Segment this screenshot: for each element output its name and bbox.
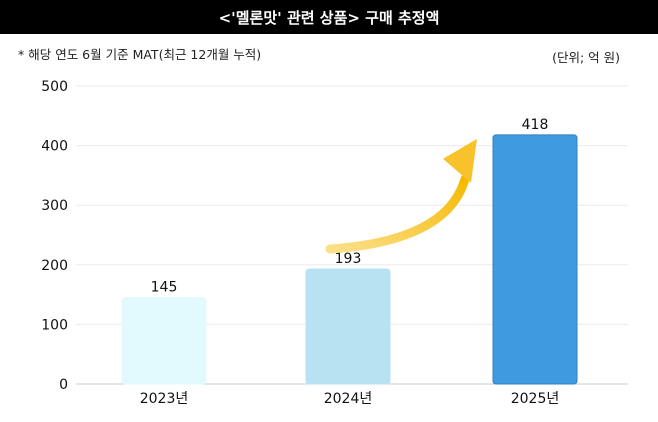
- y-tick-label: 100: [41, 317, 68, 333]
- chart-subtitle: * 해당 연도 6월 기준 MAT(최근 12개월 누적): [18, 47, 262, 62]
- data-label: 193: [335, 251, 362, 267]
- bar-2024년: [305, 268, 391, 385]
- bar-2023년: [121, 297, 207, 385]
- unit-note: (단위; 억 원): [552, 50, 620, 65]
- x-tick-label: 2025년: [511, 391, 560, 407]
- y-tick-label: 400: [41, 139, 68, 155]
- x-tick-label: 2023년: [140, 391, 189, 407]
- x-tick-label: 2024년: [324, 391, 373, 407]
- y-tick-label: 200: [41, 258, 68, 274]
- data-label: 418: [522, 117, 549, 133]
- growth-arrow-head: [443, 138, 477, 183]
- bar-2025년: [492, 134, 578, 385]
- y-tick-label: 500: [41, 79, 68, 95]
- chart-title: <'멜론맛' 관련 상품> 구매 추정액: [0, 0, 658, 34]
- growth-arrow: [325, 174, 470, 254]
- y-tick-label: 0: [59, 377, 68, 393]
- data-label: 145: [151, 280, 178, 296]
- y-tick-label: 300: [41, 198, 68, 214]
